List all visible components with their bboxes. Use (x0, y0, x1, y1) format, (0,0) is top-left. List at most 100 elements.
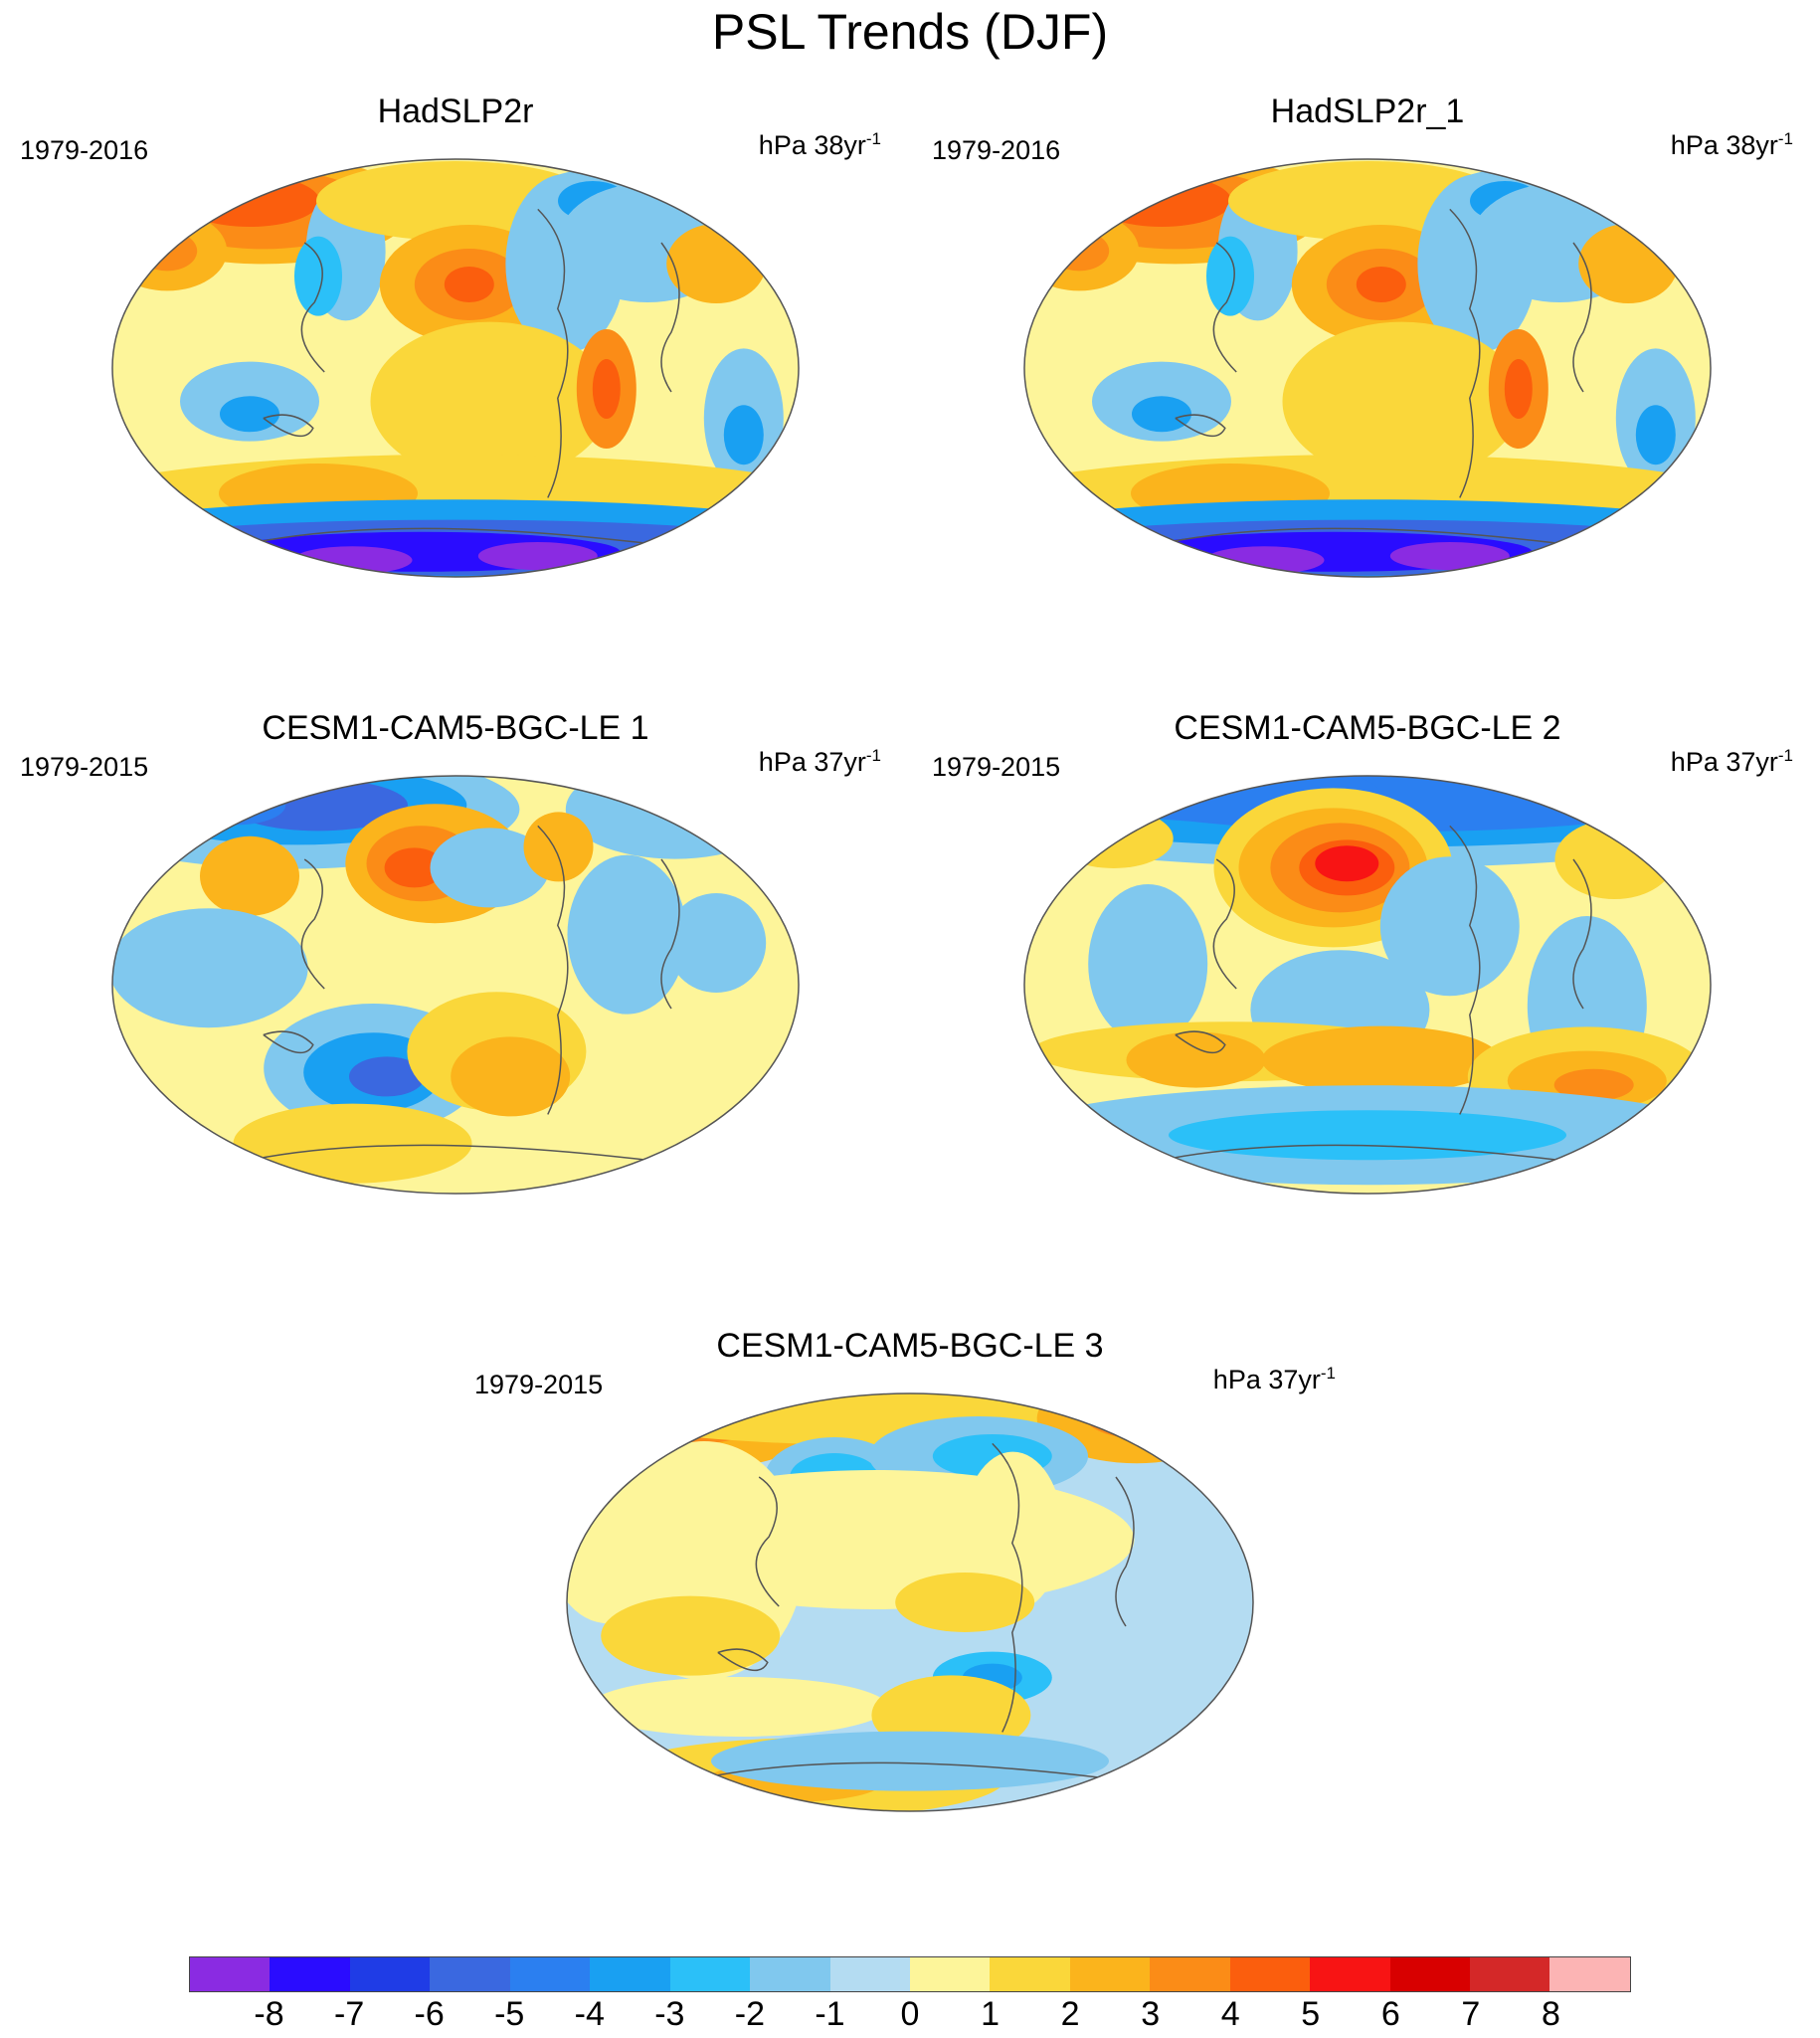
colorbar-swatch (1150, 1957, 1230, 1991)
trend-contour (1379, 856, 1520, 997)
colorbar-swatch (1470, 1957, 1550, 1991)
colorbar-tick-label: 6 (1380, 1995, 1400, 2033)
colorbar-tick-label: -7 (333, 1995, 365, 2033)
trend-contour (1204, 546, 1325, 575)
coastline (1212, 242, 1237, 373)
trend-contour (1126, 1031, 1266, 1088)
panel-units: hPa 38yr-1 (1671, 129, 1793, 161)
panel-units: hPa 37yr-1 (1671, 746, 1793, 778)
panel-period: 1979-2015 (20, 752, 149, 782)
coastline (537, 825, 569, 1115)
trend-contour (623, 1398, 703, 1439)
units-exponent: -1 (865, 129, 881, 148)
map-panel-4: CESM1-CAM5-BGC-LE 2 1979-2015 hPa 37yr-1 (920, 708, 1815, 1325)
trend-contour (1169, 1110, 1566, 1161)
panel-units: hPa 37yr-1 (1213, 1364, 1336, 1395)
psl-trend-field (112, 776, 799, 1194)
map-border (1023, 775, 1712, 1195)
colorbar-tick-label: -6 (414, 1995, 445, 2033)
trend-contour (1553, 1068, 1634, 1101)
trend-contour (292, 546, 413, 575)
coastline (1161, 527, 1560, 545)
trend-contour (1578, 224, 1679, 303)
colorbar-tick-label: -1 (815, 1995, 845, 2033)
colorbar-tick-label: -4 (574, 1995, 605, 2033)
panel-title: CESM1-CAM5-BGC-LE 3 (716, 1327, 1104, 1365)
coastline (300, 858, 325, 990)
trend-contour (1635, 405, 1676, 465)
colorbar-swatch (1310, 1957, 1390, 1991)
panel-title: HadSLP2r_1 (1270, 93, 1465, 130)
units-text: hPa 37yr (1212, 1365, 1321, 1394)
trend-contour (233, 1103, 472, 1184)
trend-contour (711, 1731, 1109, 1791)
colorbar-tick-label: 3 (1141, 1995, 1161, 2033)
colorbar-tick-label: 2 (1060, 1995, 1080, 2033)
colorbar-tick-label: 1 (981, 1995, 1001, 2033)
colorbar-swatch (430, 1957, 510, 1991)
trend-contour (592, 359, 621, 419)
colorbar-labels: -8 -7 -6 -5 -4 -3 -2 -1 0 1 2 3 4 5 6 7 8 (189, 1995, 1631, 2035)
panel-units: hPa 37yr-1 (759, 746, 881, 778)
colorbar-swatch (829, 1957, 910, 1991)
trend-contour (294, 236, 342, 316)
psl-trend-field (1024, 159, 1711, 577)
coastline (263, 414, 314, 438)
coastline (249, 527, 648, 545)
colorbar-swatch (190, 1957, 271, 1991)
colorbar-swatch (1549, 1957, 1630, 1991)
panel-period: 1979-2016 (932, 135, 1061, 165)
trend-contour (444, 267, 494, 302)
world-map (111, 158, 800, 578)
world-map (111, 775, 800, 1195)
trend-contour (963, 1451, 1063, 1611)
colorbar-tick-label: 8 (1541, 1995, 1560, 2033)
panel-units: hPa 38yr-1 (759, 129, 881, 161)
map-border (111, 775, 800, 1195)
trend-contour (451, 1036, 571, 1117)
map-panel-1: HadSLP2r 1979-2016 hPa 38yr-1 (8, 92, 903, 708)
trend-contour (220, 396, 279, 433)
map-border (566, 1392, 1254, 1812)
coastline (660, 858, 680, 1010)
units-text: hPa 38yr (758, 130, 866, 160)
trend-contour (430, 828, 550, 908)
map-panel-5: CESM1-CAM5-BGC-LE 3 1979-2015 hPa 37yr-1 (462, 1326, 1358, 1943)
trend-contour (1088, 884, 1208, 1043)
trend-contour (666, 893, 767, 993)
colorbar-tick-label: 4 (1220, 1995, 1240, 2033)
trend-contour (1120, 1400, 1181, 1428)
colorbar-swatch (270, 1957, 350, 1991)
colorbar-swatch (1069, 1957, 1151, 1991)
trend-contour (666, 224, 767, 303)
coastline (537, 208, 569, 498)
coastline (755, 1476, 780, 1607)
units-text: hPa 37yr (1670, 747, 1778, 777)
trend-contour (895, 1573, 1035, 1632)
panel-title: HadSLP2r (377, 93, 534, 130)
coastline (1161, 1144, 1560, 1162)
world-map (1023, 158, 1712, 578)
trend-contour (186, 785, 286, 826)
trend-contour (370, 321, 610, 481)
panel-title: CESM1-CAM5-BGC-LE 1 (262, 709, 649, 747)
coastline (263, 1030, 314, 1054)
coastline (1449, 208, 1481, 498)
map-border (1023, 158, 1712, 578)
panel-period: 1979-2015 (474, 1370, 604, 1399)
colorbar-swatch (750, 1957, 830, 1991)
trend-contour (1315, 845, 1379, 882)
colorbar (189, 1956, 1631, 1992)
colorbar-tick-label: 5 (1301, 1995, 1321, 2033)
figure-title: PSL Trends (DJF) (711, 4, 1109, 60)
colorbar-swatch (909, 1957, 991, 1991)
coastline (660, 242, 680, 393)
map-panel-2: HadSLP2r_1 1979-2016 hPa 38yr-1 (920, 92, 1815, 708)
trend-contour (349, 1056, 425, 1097)
units-text: hPa 38yr (1670, 130, 1778, 160)
coastline (1449, 825, 1481, 1115)
coastline (249, 1144, 648, 1162)
world-map (1023, 775, 1712, 1195)
trend-contour (723, 405, 764, 465)
colorbar-tick-label: -5 (494, 1995, 525, 2033)
